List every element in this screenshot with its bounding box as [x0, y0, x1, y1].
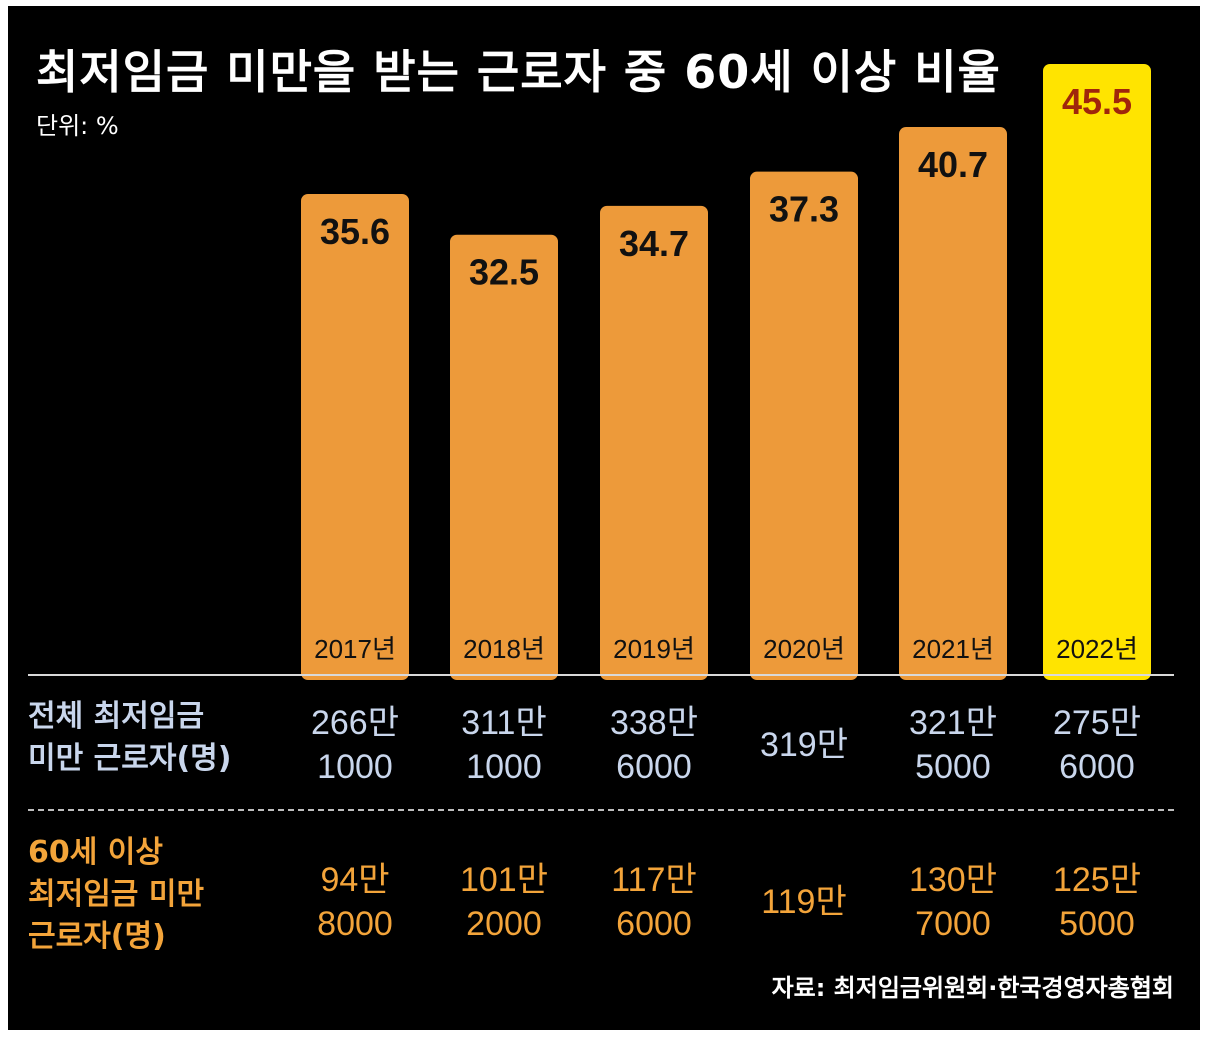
row-label-line: 60세 이상: [28, 835, 163, 870]
row-label-line: 최저임금 미만: [28, 877, 205, 912]
value-label: 34.7: [619, 223, 689, 264]
value-label: 32.5: [469, 252, 539, 293]
cell-line: 5000: [915, 748, 991, 786]
table-cell: 338만 6000: [579, 701, 729, 789]
cell-line: 6000: [616, 748, 692, 786]
cell-line: 6000: [1059, 748, 1135, 786]
bar-2017년: [301, 194, 409, 680]
table-cell: 275만 6000: [1022, 701, 1172, 789]
cell-line: 319만: [759, 726, 848, 764]
table-cell: 321만 5000: [878, 701, 1028, 789]
unit-label: 단위: %: [36, 112, 119, 140]
row-label-line: 미만 근로자(명): [28, 741, 232, 776]
cell-line: 125만: [1052, 861, 1141, 899]
cell-line: 130만: [908, 861, 997, 899]
category-label: 2021년: [912, 634, 994, 664]
table-cell: 94만 8000: [280, 858, 430, 946]
cell-line: 117만: [611, 861, 697, 899]
table-cell: 119만: [729, 880, 879, 924]
bar-2021년: [899, 127, 1007, 681]
bar-2019년: [600, 205, 708, 680]
bar-2022년: [1043, 64, 1151, 680]
cell-line: 338만: [609, 704, 698, 742]
cell-line: 1000: [466, 748, 542, 786]
value-label: 45.5: [1062, 81, 1132, 122]
cell-line: 321만: [908, 704, 997, 742]
category-label: 2018년: [463, 634, 545, 664]
table-cell: 125만 5000: [1022, 858, 1172, 946]
table-cell: 117만 6000: [579, 858, 729, 946]
cell-line: 311만: [461, 704, 547, 742]
table-cell: 266만 1000: [280, 701, 430, 789]
bar-2018년: [450, 234, 558, 680]
category-label: 2022년: [1056, 634, 1138, 664]
table-cell: 311만 1000: [429, 701, 579, 789]
chart-frame: 최저임금 미만을 받는 근로자 중 60세 이상 비율 단위: % 35.6 20…: [8, 6, 1200, 1030]
category-label: 2017년: [314, 634, 396, 664]
value-label: 37.3: [769, 189, 839, 230]
cell-line: 275만: [1052, 704, 1141, 742]
cell-line: 8000: [317, 905, 393, 943]
row-label-line: 근로자(명): [28, 919, 166, 954]
bar-chart: 35.6 2017년 32.5 2018년 34.7 2019년 37.3 2020년 40.7…: [301, 64, 1151, 681]
cell-line: 6000: [616, 905, 692, 943]
chart-title: 최저임금 미만을 받는 근로자 중 60세 이상 비율: [36, 45, 1001, 99]
source-note: 자료: 최저임금위원회·한국경영자총협회: [771, 974, 1174, 1002]
cell-line: 94만: [320, 861, 390, 899]
table-cell: 319만: [729, 723, 879, 767]
cell-line: 101만: [459, 861, 548, 899]
row-label-line: 전체 최저임금: [28, 699, 205, 734]
table-cell: 101만 2000: [429, 858, 579, 946]
category-label: 2020년: [763, 634, 845, 664]
bar-2020년: [750, 171, 858, 681]
value-label: 35.6: [320, 211, 390, 252]
cell-line: 2000: [466, 905, 542, 943]
cell-line: 1000: [317, 748, 393, 786]
cell-line: 5000: [1059, 905, 1135, 943]
chart-baseline: [28, 674, 1174, 676]
cell-line: 119만: [761, 883, 847, 921]
category-label: 2019년: [613, 634, 695, 664]
cell-line: 266만: [310, 704, 399, 742]
cell-line: 7000: [915, 905, 991, 943]
table-cell: 130만 7000: [878, 858, 1028, 946]
value-label: 40.7: [918, 144, 988, 185]
dashed-divider: [28, 809, 1174, 811]
